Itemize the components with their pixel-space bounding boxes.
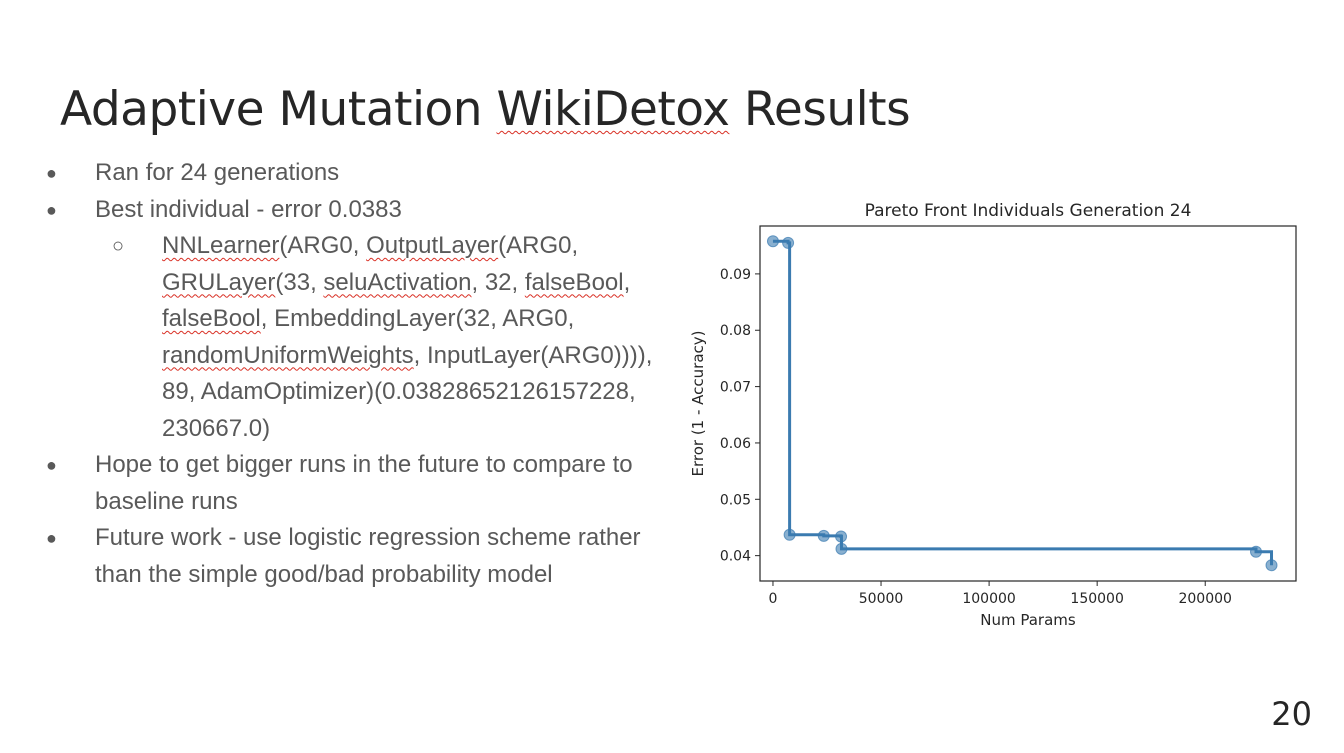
y-tick-label: 0.06 (720, 436, 751, 452)
x-tick-label: 50000 (859, 591, 904, 607)
y-axis-label: Error (1 - Accuracy) (689, 330, 707, 476)
bullet-generations: Ran for 24 generations (0, 155, 680, 192)
sub-text-12: , EmbeddingLayer(32, ARG0, (260, 305, 575, 332)
data-point (1250, 545, 1263, 558)
bullet-list: Ran for 24 generations Best individual -… (0, 155, 680, 593)
sub-text-2: (ARG0, (279, 232, 367, 259)
data-point (835, 542, 848, 555)
x-tick-label: 100000 (962, 591, 1015, 607)
y-tick-label: 0.09 (720, 267, 751, 283)
sub-text-7: seluActivation (323, 268, 472, 296)
bullet-best-individual: Best individual - error 0.0383 (0, 192, 680, 229)
page-number: 20 (1271, 695, 1312, 733)
sub-text-1: NNLearner (162, 232, 280, 259)
title-text-1: Adaptive Mutation (60, 82, 497, 137)
sub-text-10: , (623, 268, 631, 296)
x-tick-label: 200000 (1178, 591, 1231, 607)
data-point (783, 528, 796, 541)
slide-title: Adaptive Mutation WikiDetox Results (60, 82, 911, 137)
data-point (766, 235, 779, 248)
sub-text-9: falseBool (524, 268, 624, 296)
sub-text-14: , InputLayer(ARG0)))), 89, AdamOptimizer… (162, 341, 653, 442)
title-text-3: Results (729, 82, 911, 137)
data-point (782, 236, 795, 249)
y-tick-label: 0.08 (720, 323, 751, 339)
data-point (817, 529, 830, 542)
sub-text-3: OutputLayer (366, 232, 499, 259)
y-tick-label: 0.04 (720, 549, 751, 565)
title-text-2: WikiDetox (496, 82, 730, 137)
sub-bullet-individual-string: NNLearner(ARG0, OutputLayer(ARG0, GRULay… (0, 228, 680, 447)
data-point (1265, 559, 1278, 572)
sub-text-4: (ARG0, (498, 232, 579, 259)
sub-text-6: (33, (275, 268, 324, 296)
y-tick-label: 0.05 (720, 492, 751, 508)
chart-title: Pareto Front Individuals Generation 24 (865, 201, 1192, 221)
sub-text-11: falseBool (162, 305, 261, 332)
bullet-future-work: Future work - use logistic regression sc… (0, 520, 680, 593)
sub-text-13: randomUniformWeights (162, 341, 414, 369)
pareto-front-line (772, 239, 1274, 566)
plot-frame (759, 225, 1297, 582)
y-tick-label: 0.07 (720, 380, 751, 396)
x-tick-label: 0 (769, 591, 778, 607)
x-axis-label: Num Params (980, 611, 1076, 629)
x-tick-label: 150000 (1070, 591, 1123, 607)
data-point (835, 530, 848, 543)
pareto-chart: Pareto Front Individuals Generation 24 0 5… (689, 201, 1297, 629)
sub-text-5: GRULayer (162, 268, 276, 296)
bullet-future-runs: Hope to get bigger runs in the future to… (0, 447, 680, 520)
sub-text-8: , 32, (471, 268, 525, 296)
